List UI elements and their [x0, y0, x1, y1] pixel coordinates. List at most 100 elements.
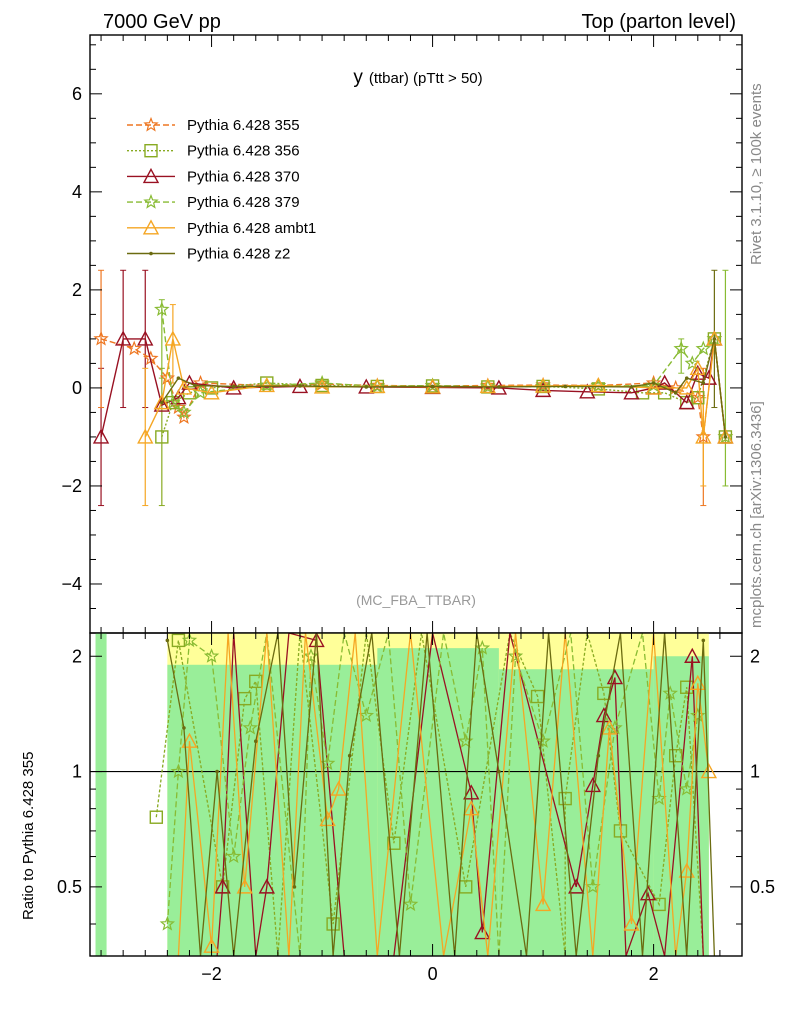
ratio-point-4-5 — [253, 739, 258, 744]
legend-label-1: Pythia 6.428 356 — [187, 143, 300, 160]
ratio-ylabel: Ratio to Pythia 6.428 355 — [20, 752, 37, 920]
ratio-point-4-25 — [701, 638, 706, 643]
ratio-point-1-16 — [606, 669, 624, 685]
ratio-point-4-1 — [182, 726, 186, 730]
main-point-1-12 — [657, 386, 672, 400]
legend-marker-0 — [143, 116, 159, 132]
ratio-ytick-label-right: 2 — [750, 646, 760, 666]
legend-marker-2 — [142, 167, 160, 184]
ratio-point-0-9 — [387, 836, 401, 850]
ratio-point-3-24 — [678, 862, 695, 878]
main-point-4-2 — [164, 330, 182, 346]
ratio-point-2-19 — [535, 733, 551, 748]
main-point-3-7 — [424, 377, 441, 393]
main-point-5-11 — [673, 391, 678, 395]
ratio-point-1-1 — [214, 878, 231, 894]
main-point-5-12 — [684, 376, 689, 380]
main-point-3-10 — [590, 377, 607, 393]
main-series-line-5 — [161, 338, 727, 437]
main-point-0-16 — [690, 389, 706, 405]
ratio-panel-series — [149, 633, 718, 956]
main-point-1-3 — [204, 381, 219, 395]
ratio-point-2-1 — [170, 763, 187, 779]
main-ytick-label: −2 — [61, 476, 82, 496]
ratio-series-line-4 — [166, 633, 716, 956]
main-point-4-7 — [369, 377, 386, 394]
ratio-point-3-17 — [534, 895, 552, 912]
main-point-4-14 — [689, 359, 706, 376]
main-title-rest: (ttbar) (pTtt > 50) — [369, 70, 483, 87]
legend-label-4: Pythia 6.428 ambt1 — [187, 220, 316, 237]
main-point-4-11 — [590, 376, 607, 393]
ratio-point-0-15 — [558, 791, 572, 806]
ratio-band-0 — [95, 633, 107, 956]
rivet-label: Rivet 3.1.10, ≥ 100k events — [748, 83, 765, 265]
ratio-point-3-21 — [623, 915, 640, 931]
main-point-4-3 — [175, 379, 193, 395]
main-ytick-label: 4 — [72, 182, 82, 202]
ratio-point-0-21 — [680, 680, 694, 694]
main-ytick-label: 0 — [72, 378, 82, 398]
main-point-3-6 — [369, 378, 386, 394]
main-point-4-13 — [678, 379, 695, 395]
ratio-point-4-20 — [596, 753, 601, 758]
main-point-0-12 — [535, 376, 551, 392]
ratio-point-2-16 — [474, 639, 491, 655]
ratio-series-4 — [165, 633, 716, 956]
main-point-3-9 — [535, 378, 551, 394]
legend-marker-5 — [149, 251, 153, 256]
main-point-2-13 — [623, 384, 640, 400]
main-point-3-12 — [673, 340, 689, 356]
ratio-point-3-20 — [601, 719, 618, 735]
ratio-point-2-18 — [507, 648, 524, 663]
ratio-point-1-11 — [474, 924, 491, 940]
ratio-border — [89, 632, 743, 957]
legend-marker-1 — [144, 143, 158, 158]
ratio-ytick-label: 1 — [72, 762, 82, 782]
main-point-4-1 — [153, 394, 171, 410]
main-panel-series — [92, 269, 734, 507]
main-point-5-5 — [364, 385, 369, 389]
main-ytick-label: 2 — [72, 280, 82, 300]
legend-label-2: Pythia 6.428 370 — [187, 168, 300, 185]
ratio-point-3-1 — [181, 732, 198, 748]
main-title-y: y — [353, 67, 363, 88]
ratio-point-1-4 — [258, 878, 275, 894]
ratio-point-2-25 — [662, 685, 679, 700]
main-point-4-9 — [479, 377, 497, 394]
main-series-line-0 — [100, 338, 727, 437]
main-point-5-15 — [723, 435, 728, 439]
ratio-ytick-label: 0.5 — [57, 877, 82, 897]
main-point-3-0 — [154, 301, 170, 317]
main-series-line-3 — [161, 309, 727, 437]
main-point-3-3 — [192, 384, 209, 400]
main-point-5-13 — [701, 381, 706, 385]
main-point-3-13 — [684, 355, 701, 371]
ratio-point-0-1 — [171, 633, 186, 648]
legend-label-3: Pythia 6.428 379 — [187, 194, 300, 211]
header-left: 7000 GeV pp — [103, 11, 221, 33]
ratio-point-4-0 — [165, 638, 170, 643]
ratio-series-line-3 — [177, 633, 710, 956]
x-tick-label: 2 — [649, 964, 659, 984]
main-point-1-0 — [155, 430, 169, 444]
main-point-0-17 — [695, 428, 712, 444]
ratio-point-1-18 — [639, 885, 657, 901]
main-point-4-12 — [645, 379, 662, 395]
main-point-0-3 — [159, 369, 176, 385]
ratio-ytick-label: 2 — [72, 646, 82, 666]
ratio-panel-frame: −2 0 2 0.5 0.5 1 1 2 2 — [57, 632, 775, 984]
main-point-0-9 — [369, 377, 386, 393]
ratio-point-1-10 — [463, 784, 480, 800]
ratio-point-1-20 — [684, 647, 701, 663]
main-point-3-2 — [176, 404, 192, 420]
ratio-point-2-27 — [690, 707, 706, 723]
main-series-3 — [154, 301, 734, 444]
ratio-point-0-0 — [149, 810, 164, 824]
main-point-3-4 — [258, 377, 275, 393]
header-right: Top (parton level) — [581, 11, 736, 33]
main-point-4-17 — [717, 428, 734, 444]
ratio-point-4-7 — [292, 885, 297, 889]
